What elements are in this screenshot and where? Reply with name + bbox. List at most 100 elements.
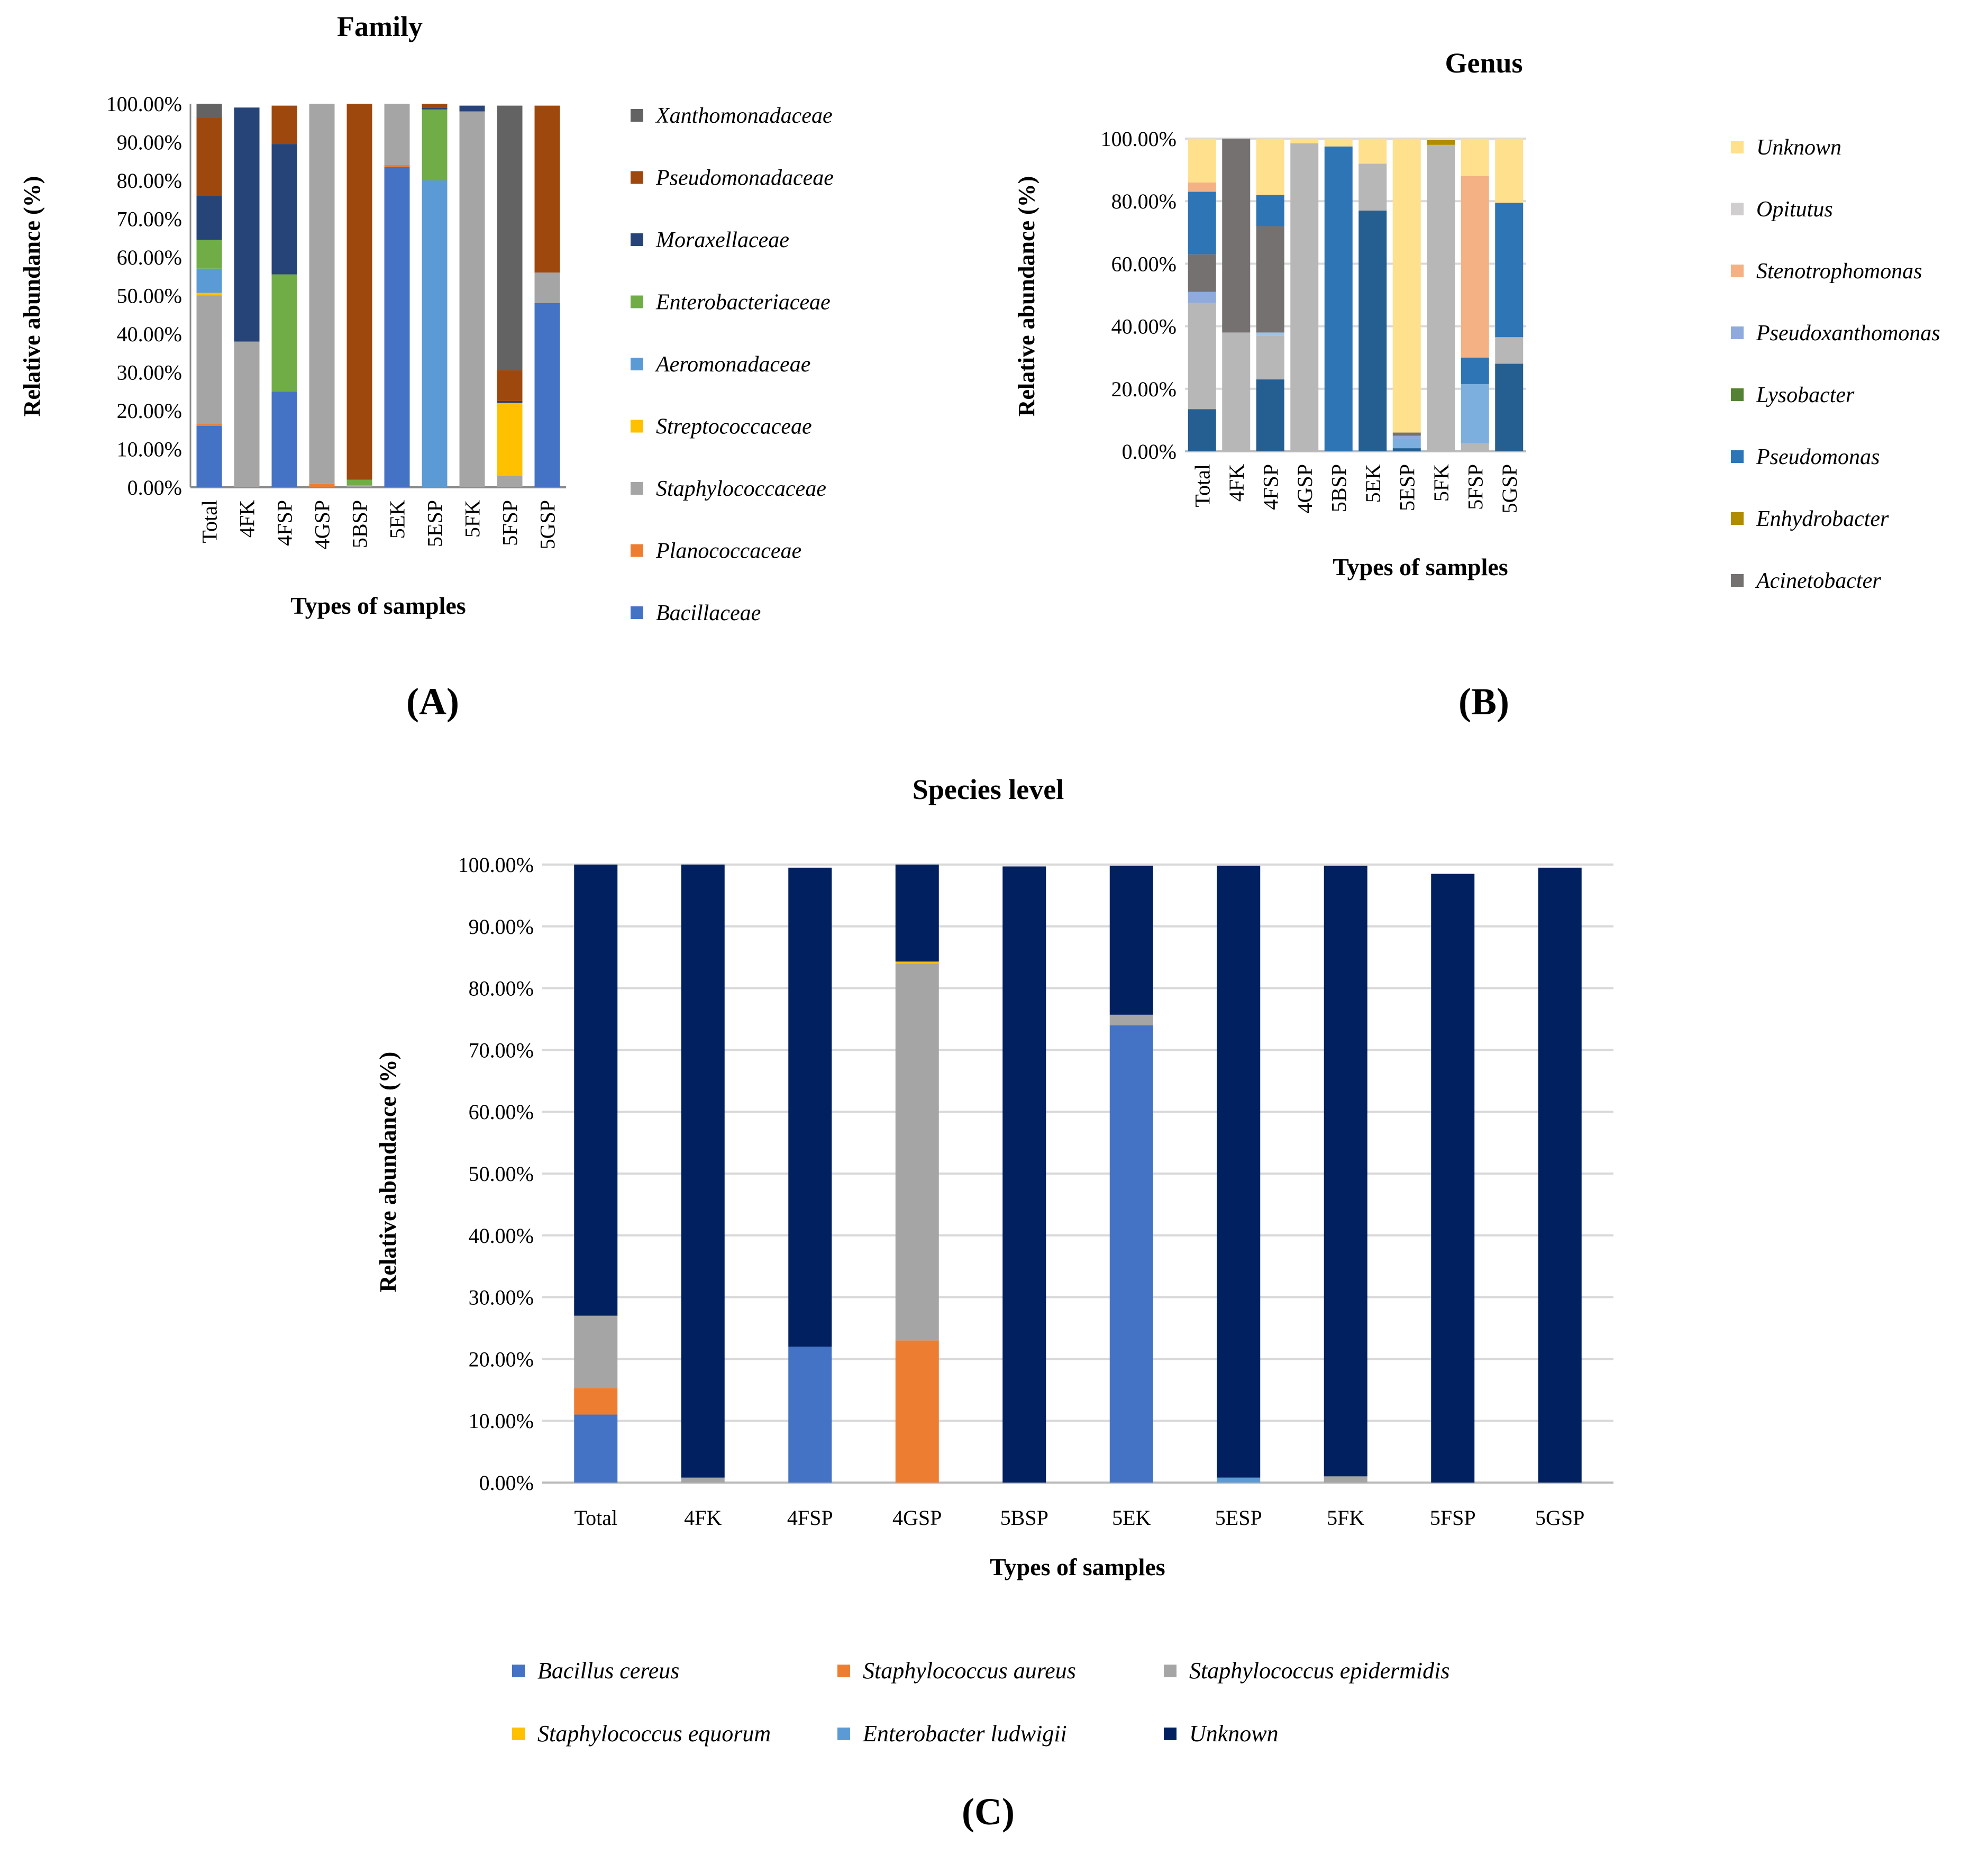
x-tick-label: 4FSP — [1259, 464, 1282, 510]
bar-segment-5bsp-unknown — [1324, 139, 1353, 147]
bar-segment-4fk-staphylococcus — [1222, 332, 1251, 451]
legend-swatch-staphylococcus-equorum — [512, 1728, 525, 1740]
legend-swatch-planococcaceae — [631, 544, 643, 557]
bar-segment-total-stenotrophomonas — [1188, 182, 1216, 192]
bar-segment-5ek-unknown — [1109, 866, 1153, 1015]
bar-segment-total-moraxellaceae — [196, 196, 222, 240]
y-tick-label: 40.00% — [469, 1224, 534, 1248]
legend-swatch-unknown — [1731, 141, 1744, 153]
legend-label-pseudomonadaceae: Pseudomonadaceae — [655, 166, 834, 190]
bar-segment-5ek-unknown — [1358, 139, 1387, 164]
bar-segment-total-staphylococcus-aureus — [574, 1388, 618, 1415]
x-tick-label: 4FSP — [273, 500, 297, 546]
legend-swatch-aeromonadaceae — [631, 358, 643, 370]
legend-swatch-bacillaceae — [631, 606, 643, 619]
x-tick-label: 5FK — [1327, 1506, 1364, 1530]
bar-segment-5bsp-unknown — [1002, 866, 1046, 1483]
y-axis-label: Relative abundance (%) — [375, 1052, 401, 1293]
x-tick-label: 5FSP — [1430, 1506, 1476, 1530]
x-tick-label: 5EK — [386, 500, 409, 539]
bar-segment-5gsp-pseudomonas-upper — [1495, 203, 1524, 338]
bar-segment-5fk-unknown — [1324, 866, 1367, 1477]
legend-label-unknown: Unknown — [1189, 1721, 1279, 1747]
x-tick-label: Total — [574, 1506, 617, 1530]
panel-label: (A) — [406, 680, 459, 723]
bar-segment-5bsp-pseudomonas — [1324, 146, 1353, 451]
bar-segment-4fsp-bacillaceae — [271, 391, 297, 487]
bar-segment-5fsp-pseudomonadaceae — [497, 370, 523, 401]
legend-label-aeromonadaceae: Aeromonadaceae — [654, 352, 810, 377]
bar-segment-5fk-unknown — [1427, 139, 1455, 140]
legend-swatch-acinetobacter — [1731, 574, 1744, 587]
y-tick-label: 100.00% — [106, 92, 182, 116]
bar-segment-total-pseudomonas-lower — [1188, 409, 1216, 451]
x-tick-label: 5BSP — [1327, 464, 1351, 512]
bar-segment-5ek-bacillaceae — [384, 167, 410, 487]
bar-segment-5fk-staphylococcaceae — [459, 111, 485, 487]
bar-segment-5gsp-staphylococcaceae — [534, 272, 560, 303]
x-tick-label: 4FK — [235, 500, 259, 538]
legend-swatch-unknown — [1164, 1728, 1177, 1740]
legend-label-streptococcaceae: Streptococcaceae — [656, 415, 812, 439]
bar-segment-5fsp-stenotrophomonas — [1461, 176, 1489, 358]
bar-segment-4gsp-unknown — [895, 865, 939, 962]
bar-segment-4fsp-unknown — [1256, 139, 1284, 195]
legend-swatch-staphylococcus-epidermidis — [1164, 1665, 1177, 1677]
bar-segment-total-pseudoxanthomonas — [1188, 292, 1216, 303]
y-tick-label: 40.00% — [1111, 315, 1177, 339]
x-tick-label: 5BSP — [348, 500, 372, 548]
x-tick-label: 4GSP — [892, 1506, 942, 1530]
bar-segment-4fsp-pseudomonas-lower — [1256, 379, 1284, 451]
y-tick-label: 30.00% — [469, 1286, 534, 1310]
bar-segment-5bsp-pseudomonadaceae — [346, 104, 372, 480]
legend-swatch-enterobacteriaceae — [631, 295, 643, 308]
y-tick-label: 70.00% — [469, 1038, 534, 1062]
bar-segment-5bsp-enterobacteriaceae — [346, 479, 372, 486]
x-axis-label: Types of samples — [1333, 553, 1508, 580]
bar-segment-5esp-pseudomonas-lower — [1392, 448, 1421, 451]
legend-label-enterobacter-ludwigii: Enterobacter ludwigii — [862, 1721, 1067, 1747]
y-tick-label: 60.00% — [1111, 252, 1177, 276]
bar-segment-total-acinetobacter — [1188, 254, 1216, 292]
bar-segment-5fk-enhydrobacter — [1427, 140, 1455, 145]
x-axis-label: Types of samples — [290, 592, 466, 619]
bar-segment-4fsp-bacillus-cereus — [788, 1347, 832, 1483]
bar-segment-5esp-unknown — [1217, 866, 1261, 1478]
legend-label-bacillus-cereus: Bacillus cereus — [537, 1658, 679, 1684]
bar-segment-5fsp-unknown — [1461, 139, 1489, 176]
y-tick-label: 50.00% — [469, 1162, 534, 1186]
bar-segment-5ek-bacillus-cereus — [1109, 1025, 1153, 1483]
bar-segment-4fsp-moraxellaceae — [271, 144, 297, 275]
legend-label-pseudomonas: Pseudomonas — [1756, 445, 1880, 469]
bar-segment-4fsp-pseudomonadaceae — [271, 105, 297, 144]
bar-segment-5fsp-streptococcaceae — [497, 403, 523, 476]
x-tick-label: 4FSP — [787, 1506, 833, 1530]
y-tick-label: 60.00% — [469, 1100, 534, 1124]
panel-label: (B) — [1458, 680, 1509, 723]
bar-segment-4fsp-staphylococcus — [1256, 335, 1284, 380]
bar-segment-4fk-staphylococcus-epidermidis — [681, 1477, 725, 1483]
x-axis-label: Types of samples — [990, 1553, 1165, 1580]
y-axis-label: Relative abundance (%) — [1014, 176, 1039, 417]
bar-segment-5esp-pseudomonadaceae — [422, 104, 448, 108]
y-tick-label: 80.00% — [1111, 189, 1177, 213]
family-chart: Family 0.00% 10.00% 20.00% 30.00% 40.00% 50.00… — [19, 11, 834, 723]
x-tick-label: 5EK — [1112, 1506, 1151, 1530]
bar-segment-5ek-staphylococcus — [1358, 163, 1387, 211]
legend-swatch-staphylococcus-aureus — [837, 1665, 850, 1677]
bar-segment-total-bacillus-cereus — [574, 1414, 618, 1483]
x-tick-label: 5GSP — [1535, 1506, 1584, 1530]
legend-swatch-moraxellaceae — [631, 233, 643, 246]
y-tick-label: 80.00% — [117, 169, 182, 193]
bar-segment-4fk-unknown — [681, 865, 725, 1478]
genus-chart: Genus 0.00% 20.00% 40.00% 60.00% 80.00% 100.00… — [1014, 47, 1940, 723]
legend-label-unknown: Unknown — [1756, 135, 1841, 160]
x-tick-label: 5FSP — [498, 500, 522, 546]
legend-swatch-staphylococcaceae — [631, 482, 643, 495]
legend-label-opitutus: Opitutus — [1756, 197, 1833, 222]
bar-segment-4gsp-staphylococcus-equorum — [895, 961, 939, 964]
bar-segment-total-streptococcaceae — [196, 293, 222, 296]
bar-segment-4fsp-stenotrophomonas-low — [1256, 332, 1284, 336]
legend-swatch-stenotrophomonas — [1731, 265, 1744, 277]
